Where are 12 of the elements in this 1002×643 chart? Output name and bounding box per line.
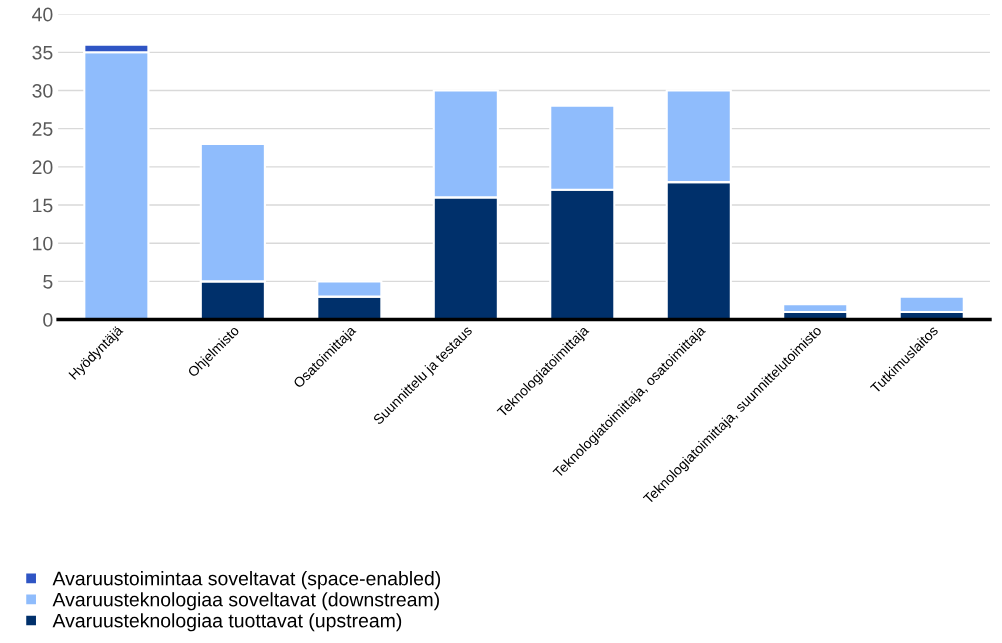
y-tick-label: 25 <box>32 122 53 136</box>
y-tick-label: 0 <box>43 313 53 327</box>
y-tick-label: 15 <box>33 198 53 213</box>
legend-label: Avaruusteknologiaa soveltavat (downstream) <box>52 592 439 611</box>
legend-label: Avaruustoimintaa soveltavat (space-enabled) <box>52 571 441 590</box>
y-tick-label: 5 <box>43 275 53 289</box>
legend-label: Avaruusteknologiaa tuottavat (upstream) <box>52 613 402 632</box>
y-tick-label: 40 <box>32 7 53 22</box>
y-tick-label: 35 <box>32 45 53 60</box>
y-tick-label: 30 <box>32 83 53 98</box>
y-tick-label: 20 <box>32 160 53 175</box>
y-tick-label: 10 <box>33 236 53 251</box>
